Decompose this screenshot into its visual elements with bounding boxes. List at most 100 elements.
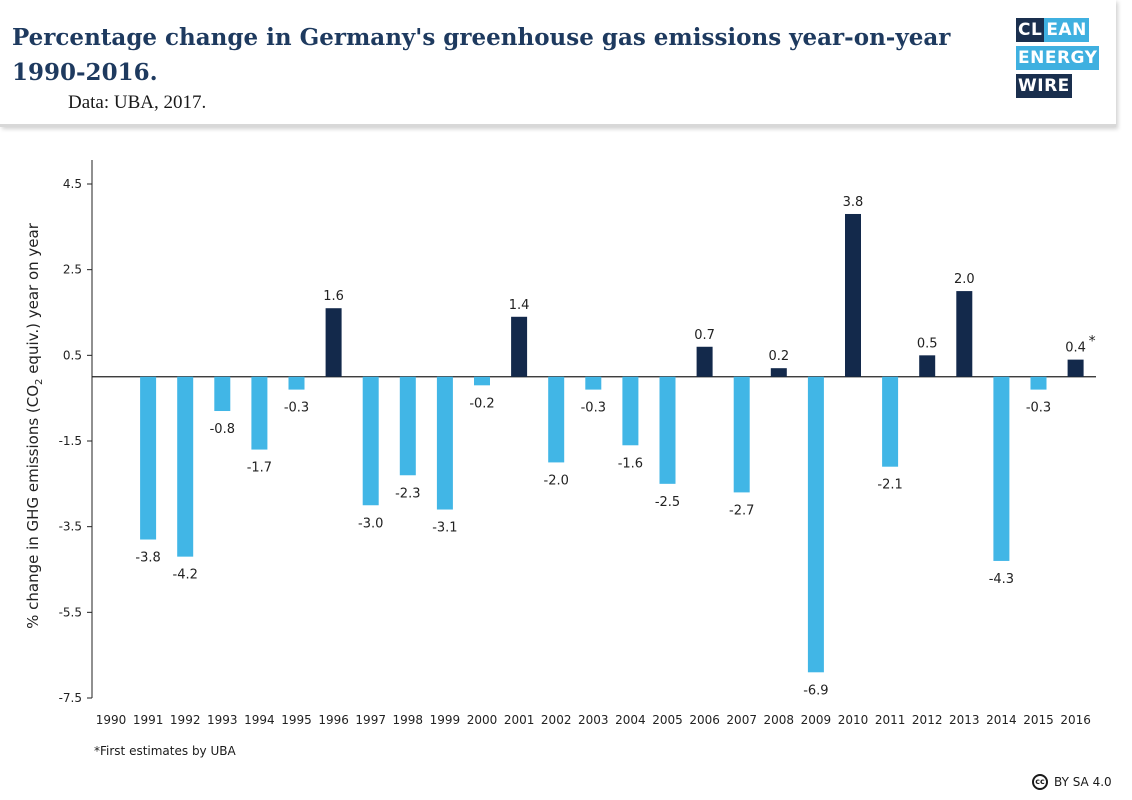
data-label-2000: -0.2 — [469, 396, 494, 411]
x-tick-label: 1991 — [133, 713, 164, 727]
data-label-1999: -3.1 — [432, 521, 457, 536]
bar-2011 — [882, 376, 899, 467]
license-text: BY SA 4.0 — [1054, 775, 1112, 789]
bar-1999 — [436, 376, 453, 510]
x-tick-label: 1995 — [281, 713, 312, 727]
data-label-1992: -4.2 — [173, 568, 198, 583]
data-label-2007: -2.7 — [729, 503, 754, 518]
data-label-2002: -2.0 — [544, 473, 569, 488]
logo-line-wire: WIRE — [1012, 74, 1102, 98]
bar-2006 — [696, 346, 713, 377]
x-tick-label: 2006 — [689, 713, 720, 727]
y-tick-label: 2.5 — [63, 263, 82, 277]
x-tick-label: 2005 — [652, 713, 683, 727]
data-label-1995: -0.3 — [284, 401, 309, 416]
x-tick-label: 2014 — [986, 713, 1017, 727]
bar-2004 — [622, 376, 639, 446]
bar-1991 — [140, 376, 157, 540]
bar-2003 — [585, 376, 602, 390]
y-axis-title-part: % change in GHG emissions (CO — [24, 385, 42, 629]
data-label-2005: -2.5 — [655, 495, 680, 510]
data-label-2012: 0.5 — [917, 336, 938, 351]
x-tick-label: 1999 — [430, 713, 461, 727]
x-tick-label: 2004 — [615, 713, 646, 727]
bar-1996 — [325, 308, 342, 377]
data-label-1994: -1.7 — [247, 461, 272, 476]
x-tick-label: 2016 — [1060, 713, 1091, 727]
chart-header: Percentage change in Germany's greenhous… — [0, 0, 1116, 127]
bar-2016 — [1067, 359, 1084, 377]
bar-2005 — [659, 376, 676, 484]
chart-title: Percentage change in Germany's greenhous… — [12, 24, 951, 86]
annotation-asterisk: * — [1089, 334, 1096, 350]
x-tick-label: 1997 — [355, 713, 386, 727]
x-tick-label: 1990 — [96, 713, 127, 727]
bar-1994 — [251, 376, 268, 450]
logo-line3: WIRE — [1016, 74, 1072, 98]
bar-1998 — [399, 376, 416, 476]
y-tick-label: -5.5 — [59, 605, 82, 619]
data-label-2003: -0.3 — [581, 401, 606, 416]
data-label-2015: -0.3 — [1026, 401, 1051, 416]
x-tick-label: 2008 — [764, 713, 795, 727]
logo-line-clean: CL EAN — [1012, 18, 1102, 42]
footnote-text: First estimates by UBA — [100, 744, 236, 758]
x-tick-label: 1998 — [393, 713, 424, 727]
data-label-2016: 0.4 — [1065, 341, 1086, 356]
data-label-2009: -6.9 — [803, 683, 828, 698]
x-tick-label: 1993 — [207, 713, 238, 727]
bar-1995 — [288, 376, 305, 390]
logo-line1-dark: CL — [1016, 18, 1045, 42]
x-tick-label: 1996 — [318, 713, 349, 727]
bar-2015 — [1030, 376, 1047, 390]
bar-2014 — [993, 376, 1010, 561]
clean-energy-wire-logo: CL EAN ENERGY WIRE — [1012, 18, 1102, 102]
data-label-1993: -0.8 — [210, 422, 235, 437]
x-tick-label: 1994 — [244, 713, 275, 727]
x-tick-label: 2001 — [504, 713, 535, 727]
x-tick-label: 2015 — [1023, 713, 1054, 727]
x-tick-label: 2003 — [578, 713, 609, 727]
bar-2012 — [919, 355, 936, 377]
data-label-1996: 1.6 — [323, 289, 344, 304]
bar-1992 — [177, 376, 194, 557]
data-label-1998: -2.3 — [395, 486, 420, 501]
bar-1993 — [214, 376, 231, 412]
bar-2013 — [956, 291, 973, 377]
bar-2007 — [733, 376, 750, 493]
bar-2002 — [548, 376, 565, 463]
data-label-2001: 1.4 — [509, 298, 530, 313]
x-tick-label: 2012 — [912, 713, 943, 727]
bar-2000 — [474, 376, 490, 386]
bar-1997 — [362, 376, 379, 506]
chart-subtitle: Data: UBA, 2017. — [68, 92, 207, 113]
y-axis-title-subscript: 2 — [34, 379, 45, 385]
cc-icon: cc — [1032, 774, 1048, 790]
bar-2009 — [807, 376, 824, 673]
y-tick-label: 0.5 — [63, 348, 82, 362]
data-label-2008: 0.2 — [768, 349, 789, 364]
x-tick-label: 1992 — [170, 713, 201, 727]
x-tick-label: 2010 — [838, 713, 869, 727]
data-label-1997: -3.0 — [358, 516, 383, 531]
x-tick-label: 2013 — [949, 713, 980, 727]
y-axis-title-part: equiv.) year on year — [24, 222, 42, 378]
license-badge: cc BY SA 4.0 — [1032, 774, 1112, 790]
logo-line-energy: ENERGY — [1012, 46, 1102, 70]
y-tick-label: -7.5 — [59, 691, 82, 705]
bar-2001 — [511, 316, 528, 377]
x-tick-label: 2002 — [541, 713, 572, 727]
x-tick-label: 2011 — [875, 713, 906, 727]
footnote-marker: * — [94, 744, 100, 758]
y-axis-title: % change in GHG emissions (CO2 equiv.) y… — [24, 222, 45, 629]
logo-line1-light: EAN — [1044, 18, 1089, 42]
data-label-2010: 3.8 — [843, 195, 864, 210]
x-tick-label: 2009 — [801, 713, 832, 727]
data-label-2004: -1.6 — [618, 456, 643, 471]
data-label-1991: -3.8 — [135, 551, 160, 566]
data-label-2013: 2.0 — [954, 272, 975, 287]
y-tick-label: -3.5 — [59, 520, 82, 534]
footnote: *First estimates by UBA — [94, 744, 236, 758]
x-tick-label: 2007 — [726, 713, 757, 727]
